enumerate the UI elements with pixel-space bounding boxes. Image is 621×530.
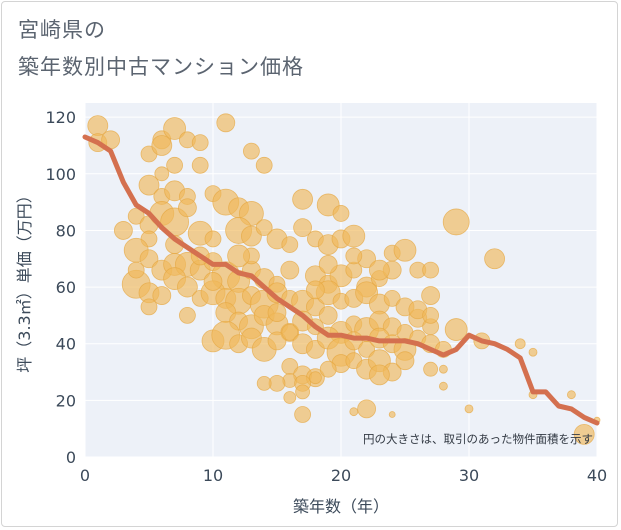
x-tick-label: 10: [203, 466, 223, 485]
bubble-point: [368, 364, 390, 386]
bubble-point: [152, 286, 172, 305]
bubble-point: [139, 249, 159, 269]
bubble-point: [138, 174, 160, 196]
x-tick-label: 20: [331, 466, 351, 485]
bubble-point: [216, 113, 236, 133]
bubble-point: [295, 384, 311, 400]
bubble-point: [255, 156, 273, 174]
bubble-point: [383, 290, 401, 307]
bubble-point: [151, 135, 173, 156]
bubble-point: [177, 198, 197, 218]
bubble-point: [421, 286, 441, 305]
bubble-point: [444, 318, 468, 341]
bubble-point: [442, 208, 470, 236]
bubble-point: [438, 364, 448, 374]
bubble-point: [294, 406, 312, 423]
bubble-point: [423, 361, 439, 377]
bubble-point: [293, 218, 313, 238]
y-tick-label: 120: [45, 108, 76, 127]
bubble-point: [203, 272, 223, 291]
bubble-point: [281, 236, 299, 254]
x-axis-label: 築年数（年）: [293, 497, 389, 516]
y-tick-label: 80: [56, 221, 76, 240]
bubble-point: [255, 219, 273, 237]
y-tick-label: 60: [56, 278, 76, 297]
bubble-point: [308, 371, 322, 385]
bubble-point: [227, 244, 251, 268]
axis-ticks: 0 20 40 60 80 100 120 0 10 20 30 40: [45, 108, 607, 485]
bubble-point: [154, 166, 170, 182]
x-tick-label: 0: [80, 466, 90, 485]
chart-title-line-2: 築年数別中古マンション価格: [18, 55, 304, 79]
bubble-point: [358, 340, 376, 358]
bubble-point: [191, 156, 209, 174]
bubble-point: [127, 207, 145, 225]
bubble-point: [332, 205, 350, 222]
bubble-point: [280, 260, 300, 280]
bubble-point: [166, 156, 184, 174]
bubble-size-note: 円の大きさは、取引のあった物件面積を示す: [363, 432, 593, 446]
bubble-point: [267, 303, 287, 322]
bubble-point: [281, 323, 299, 341]
bubble-point: [345, 247, 363, 265]
bubble-point: [256, 375, 272, 391]
bubble-point: [242, 142, 260, 160]
y-tick-label: 20: [56, 391, 76, 410]
y-tick-label: 40: [56, 335, 76, 354]
bubble-point: [567, 390, 576, 400]
bubble-point: [127, 261, 145, 279]
bubble-point: [484, 248, 506, 270]
bubble-point: [573, 423, 595, 445]
bubble-point: [163, 117, 187, 140]
bubble-point: [368, 259, 390, 281]
bubble-point: [318, 305, 338, 325]
bubble-point: [528, 347, 538, 357]
bubble-point: [464, 404, 474, 414]
bubble-point: [191, 134, 209, 152]
bubble-point: [422, 261, 440, 279]
bubble-point: [388, 411, 396, 418]
bubble-point: [240, 225, 262, 247]
bubble-point: [178, 306, 196, 324]
bubble-point: [395, 351, 415, 371]
bubble-point: [283, 391, 297, 404]
bubble-point: [345, 261, 363, 279]
bubble-point: [114, 221, 133, 240]
bubble-point: [176, 276, 198, 298]
bubble-point: [393, 238, 417, 262]
bubble-point: [342, 224, 366, 248]
y-tick-label: 0: [66, 448, 76, 467]
bubble-point: [438, 381, 448, 391]
bubble-point: [305, 280, 325, 300]
y-axis-label: 坪（3.3㎡）単価（万円）: [15, 187, 34, 372]
x-tick-label: 40: [587, 466, 607, 485]
bubble-point: [318, 255, 338, 274]
bubble-point: [292, 188, 314, 210]
bubble-point: [349, 407, 359, 417]
y-tick-label: 100: [45, 165, 76, 184]
bubble-point: [357, 399, 377, 419]
bubble-point: [267, 331, 287, 351]
chart-title-line-1: 宮崎県の: [18, 18, 106, 42]
bubble-point: [140, 298, 158, 316]
bubble-point: [204, 230, 222, 248]
bubble-point: [514, 338, 526, 350]
bubble-point: [319, 360, 337, 378]
x-tick-label: 30: [459, 466, 479, 485]
bubble-point: [422, 306, 440, 324]
trend-line: [82, 134, 600, 426]
